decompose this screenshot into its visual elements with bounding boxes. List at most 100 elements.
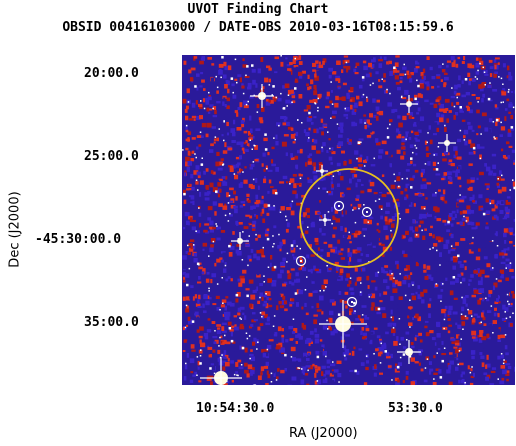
noise-pixel [222,95,227,99]
faint-star [373,353,375,355]
noise-pixel [239,168,241,173]
noise-pixel [468,283,471,286]
noise-pixel [495,121,498,127]
noise-pixel [486,354,489,360]
noise-pixel [383,270,388,274]
noise-pixel [418,349,424,352]
noise-pixel [185,308,190,313]
noise-pixel [248,279,254,284]
noise-pixel [465,92,470,96]
noise-pixel [468,315,471,321]
faint-star [360,282,362,284]
noise-pixel [255,286,258,292]
noise-pixel [428,125,431,130]
noise-pixel [234,78,238,81]
noise-pixel [260,57,264,62]
noise-pixel [462,277,466,282]
noise-pixel [222,314,225,317]
faint-star [229,212,231,215]
noise-pixel [505,264,508,268]
noise-pixel [277,267,282,271]
noise-pixel [502,88,506,92]
faint-star [337,170,339,172]
noise-pixel [378,158,383,162]
noise-pixel [417,294,422,300]
noise-pixel [330,248,335,253]
noise-pixel [263,137,268,142]
noise-pixel [373,327,378,330]
noise-pixel [418,364,422,368]
noise-pixel [375,115,379,121]
noise-pixel [410,293,415,296]
noise-pixel [309,330,314,335]
noise-pixel [289,302,293,307]
noise-pixel [197,299,200,304]
noise-pixel [390,295,394,301]
noise-pixel [379,237,384,242]
noise-pixel [239,102,243,108]
noise-pixel [266,344,272,350]
noise-pixel [217,327,221,330]
noise-pixel [498,301,501,304]
noise-pixel [355,62,360,66]
faint-star [451,87,453,89]
noise-pixel [307,352,311,356]
noise-pixel [286,181,289,184]
noise-pixel [239,77,242,83]
noise-pixel [394,327,398,332]
noise-pixel [330,147,334,151]
noise-pixel [293,65,299,68]
noise-pixel [455,349,460,354]
noise-pixel [415,66,420,69]
noise-pixel [466,106,470,112]
faint-star [394,180,396,182]
noise-pixel [456,101,460,105]
noise-pixel [314,380,319,385]
faint-star [502,362,505,365]
noise-pixel [359,118,363,124]
noise-pixel [480,355,485,359]
y-tick-label: -45:30:00.0 [35,232,122,247]
noise-pixel [230,128,235,133]
noise-pixel [341,356,345,361]
noise-pixel [297,241,303,245]
noise-pixel [298,335,303,340]
noise-pixel [290,134,296,139]
noise-pixel [233,205,238,209]
noise-pixel [216,151,220,156]
noise-pixel [427,303,431,308]
noise-pixel [366,313,370,317]
faint-star [493,136,495,138]
noise-pixel [507,219,513,223]
noise-pixel [379,293,382,297]
faint-star [497,178,499,180]
noise-pixel [232,61,236,66]
noise-pixel [265,98,269,102]
noise-pixel [308,115,313,121]
noise-pixel [227,277,231,282]
noise-pixel [449,203,452,209]
noise-pixel [385,235,389,240]
noise-pixel [415,60,420,65]
noise-pixel [442,175,446,180]
noise-pixel [386,285,390,290]
noise-pixel [193,252,198,257]
noise-pixel [186,220,190,225]
noise-pixel [492,89,498,92]
noise-pixel [212,351,216,357]
noise-pixel [455,132,459,136]
noise-pixel [302,267,307,272]
noise-pixel [444,151,449,155]
noise-pixel [487,84,492,88]
noise-pixel [501,91,507,96]
noise-pixel [184,170,187,174]
noise-pixel [503,228,509,233]
noise-pixel [433,243,438,247]
noise-pixel [236,112,239,117]
noise-pixel [348,89,354,93]
noise-pixel [473,270,478,274]
noise-pixel [249,167,253,170]
noise-pixel [339,268,344,274]
noise-pixel [366,98,369,103]
noise-pixel [239,325,245,330]
